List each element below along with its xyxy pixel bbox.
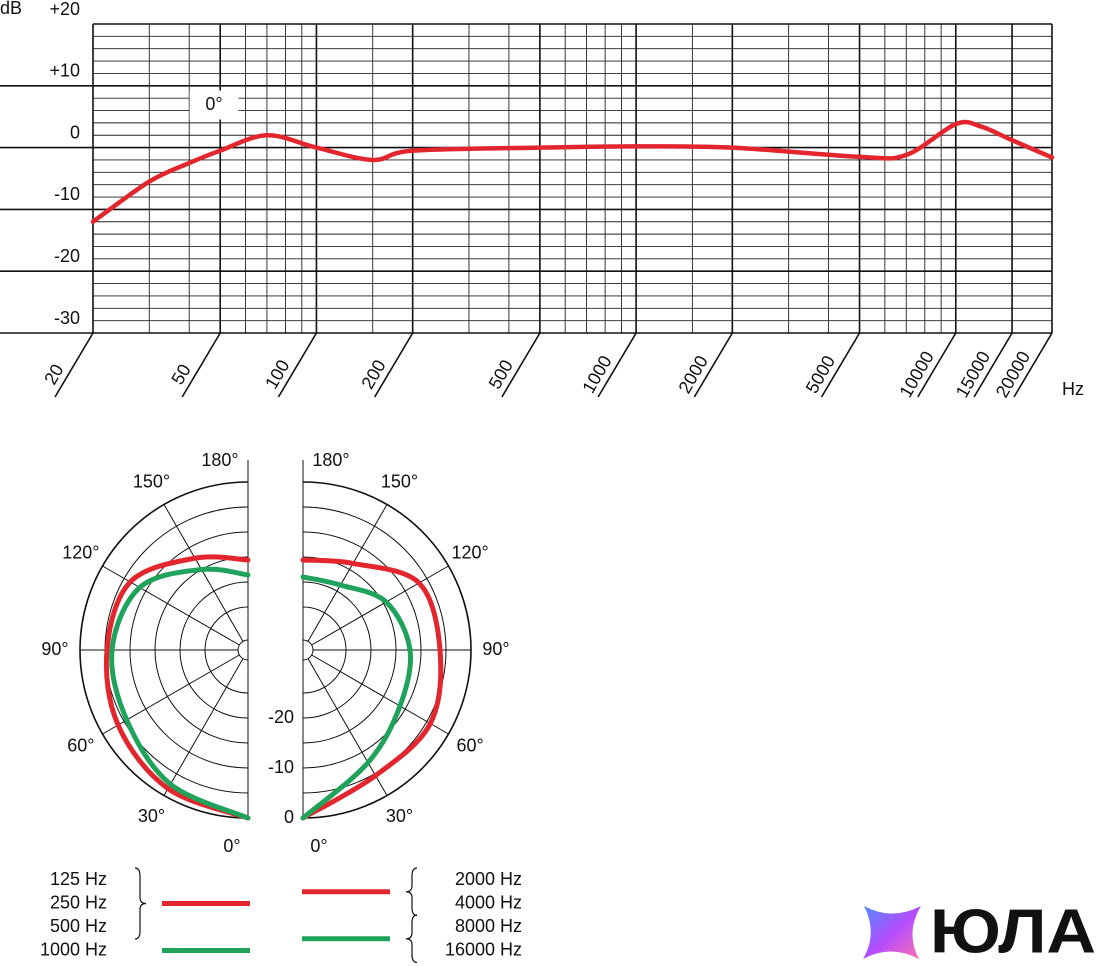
x-tick	[373, 332, 414, 398]
logo-text: ЮЛА	[930, 897, 1096, 966]
annotation-box	[189, 90, 239, 120]
polar-spoke	[307, 658, 388, 796]
x-tick	[181, 332, 221, 398]
legend-label: 4000 Hz	[455, 892, 522, 912]
y-tick-label: -10	[54, 184, 80, 204]
legend-label: 250 Hz	[50, 892, 107, 912]
polar-hole	[237, 639, 249, 661]
x-tick	[693, 332, 734, 398]
polar-hole	[302, 639, 314, 661]
y-tick-label: 0	[70, 122, 80, 142]
x-tick-label: 200	[357, 356, 389, 392]
y-axis-label: dB	[0, 0, 22, 18]
x-tick-label: 500	[485, 356, 517, 392]
polar-spoke	[311, 654, 449, 735]
angle-label: 180°	[312, 450, 349, 470]
angle-label: 90°	[41, 639, 68, 659]
x-tick	[1013, 332, 1053, 398]
polar-curve	[300, 557, 444, 821]
y-tick-label: -20	[54, 246, 80, 266]
angle-label: 120°	[62, 542, 99, 562]
x-tick	[973, 332, 1013, 398]
y-tick-label: +10	[49, 61, 80, 81]
legend-label: 16000 Hz	[445, 939, 522, 959]
legend-brace	[405, 867, 418, 917]
legend-label: 1000 Hz	[40, 939, 107, 959]
y-tick-label: -30	[54, 308, 80, 328]
legend-label: 125 Hz	[50, 869, 107, 889]
x-tick	[917, 332, 957, 398]
legend-brace	[405, 914, 418, 964]
polar-spoke	[102, 654, 240, 735]
x-tick	[820, 332, 861, 398]
polar-spoke	[311, 565, 449, 646]
angle-label: 0°	[310, 836, 327, 856]
x-tick-label: 5000	[802, 352, 839, 397]
legend-brace	[134, 867, 147, 940]
radius-label: -10	[268, 757, 294, 777]
angle-label: 60°	[457, 735, 484, 755]
x-tick	[597, 332, 637, 398]
polar-spoke	[163, 504, 244, 642]
polar-curve	[300, 574, 414, 821]
x-tick	[277, 332, 318, 398]
y-tick-label: +20	[49, 0, 80, 19]
x-tick-label: 100	[261, 356, 293, 392]
angle-label: 30°	[386, 806, 413, 826]
x-tick-label: 2000	[675, 352, 712, 397]
angle-label: 30°	[138, 806, 165, 826]
radius-label: -20	[268, 707, 294, 727]
x-tick	[54, 332, 94, 398]
x-tick	[501, 332, 541, 398]
polar-curve	[109, 566, 251, 821]
legend-label: 8000 Hz	[455, 916, 522, 936]
x-tick-label: 1000	[578, 352, 615, 397]
angle-label: 0°	[223, 836, 240, 856]
angle-label: 180°	[201, 450, 238, 470]
logo-icon	[863, 906, 921, 959]
angle-label: 90°	[482, 639, 509, 659]
angle-label: 150°	[133, 472, 170, 492]
angle-label: 120°	[452, 542, 489, 562]
angle-label: 150°	[381, 472, 418, 492]
polar-spoke	[163, 658, 244, 796]
legend-label: 500 Hz	[50, 916, 107, 936]
radius-label: 0	[284, 807, 294, 827]
polar-curve	[103, 554, 251, 821]
angle-label: 60°	[67, 735, 94, 755]
polar-spoke	[307, 504, 388, 642]
response-curve	[90, 119, 1055, 225]
annotation: 0°	[205, 94, 222, 114]
x-axis-label: Hz	[1062, 379, 1084, 399]
polar-spoke	[102, 565, 240, 646]
legend-label: 2000 Hz	[455, 869, 522, 889]
